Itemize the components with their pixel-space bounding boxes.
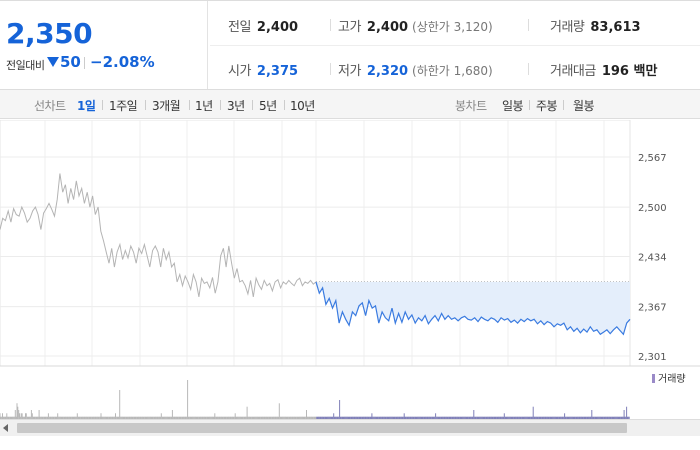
quote-header: 2,350 전일대비 50 −2.08% 전일 2,400 고가 2,400 (상한가… — [0, 0, 700, 90]
divider — [210, 45, 700, 46]
chart-period-bar: 선차트 1일 1주일 3개월 1년 3년 5년 10년 봉차트 일봉 주봉 월봉 — [0, 90, 700, 119]
stat-high: 고가 2,400 (상한가 3,120) — [338, 20, 493, 35]
divider — [563, 100, 564, 110]
stat-volume: 거래량 83,613 — [550, 20, 641, 35]
period-10-years[interactable]: 10년 — [290, 99, 315, 113]
price-line-previous — [0, 173, 317, 297]
candle-daily[interactable]: 일봉 — [502, 99, 524, 113]
price-chart[interactable]: 2,567 2,500 2,434 2,367 2,301 거래량 — [0, 119, 700, 450]
divider — [528, 19, 529, 31]
divider — [145, 100, 146, 110]
divider — [528, 63, 529, 75]
period-3-years[interactable]: 3년 — [227, 99, 245, 113]
volume-legend-swatch — [652, 374, 655, 383]
stat-trade-amount: 거래대금 196 백만 — [550, 64, 658, 79]
period-1-day[interactable]: 1일 — [77, 99, 96, 113]
stat-prev-close: 전일 2,400 — [228, 20, 299, 35]
period-5-years[interactable]: 5년 — [259, 99, 277, 113]
period-1-year[interactable]: 1년 — [195, 99, 213, 113]
divider — [84, 57, 85, 69]
price-summary: 2,350 전일대비 50 −2.08% — [0, 1, 208, 89]
divider — [252, 100, 253, 110]
divider — [330, 19, 331, 31]
price-line-today — [315, 281, 631, 336]
stat-low: 저가 2,320 (하한가 1,680) — [338, 64, 493, 79]
line-chart-label: 선차트 — [34, 99, 66, 113]
scroll-left-arrow-icon[interactable] — [3, 424, 8, 432]
y-tick-label: 2,301 — [638, 352, 667, 363]
price-area-today — [316, 281, 630, 335]
period-1-week[interactable]: 1주일 — [109, 99, 138, 113]
chart-scrollbar[interactable] — [0, 419, 700, 436]
divider — [529, 100, 530, 110]
price-chart-svg: 2,567 2,500 2,434 2,367 2,301 거래량 — [0, 119, 700, 420]
down-triangle-icon — [47, 57, 59, 67]
current-price: 2,350 — [6, 17, 93, 50]
divider — [284, 100, 285, 110]
y-tick-label: 2,367 — [638, 303, 667, 314]
candle-monthly[interactable]: 월봉 — [573, 99, 595, 113]
stat-open: 시가 2,375 — [228, 64, 299, 79]
y-tick-label: 2,434 — [638, 253, 667, 264]
change-rate: −2.08% — [90, 53, 155, 71]
change-label: 전일대비 — [6, 59, 45, 72]
divider — [189, 100, 190, 110]
candle-chart-label: 봉차트 — [455, 99, 487, 113]
y-tick-label: 2,567 — [638, 153, 667, 164]
volume-legend-label: 거래량 — [658, 373, 686, 385]
change-amount: 50 — [60, 53, 81, 71]
divider — [330, 63, 331, 75]
period-3-months[interactable]: 3개월 — [152, 99, 181, 113]
divider — [102, 100, 103, 110]
y-tick-label: 2,500 — [638, 203, 667, 214]
scrollbar-thumb[interactable] — [17, 423, 627, 433]
candle-weekly[interactable]: 주봉 — [536, 99, 558, 113]
divider — [220, 100, 221, 110]
